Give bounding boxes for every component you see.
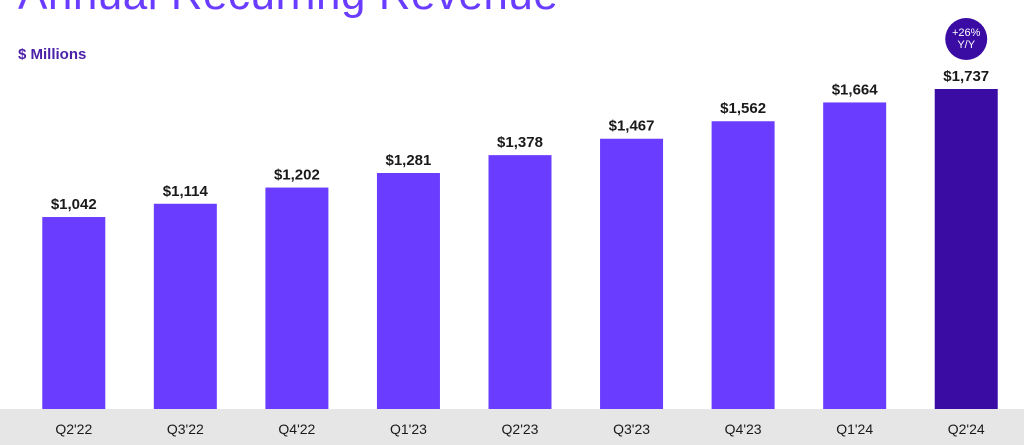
x-tick-Q4'22: Q4'22 <box>278 421 315 437</box>
value-label-Q2'22: $1,042 <box>51 196 97 213</box>
x-axis-band <box>0 409 1024 445</box>
x-tick-Q4'23: Q4'23 <box>725 421 762 437</box>
value-label-Q4'23: $1,562 <box>720 100 766 117</box>
bar-Q2'23 <box>488 155 552 409</box>
bar-Q4'22 <box>265 187 329 409</box>
bar-Q2'22 <box>42 217 106 409</box>
value-label-Q3'23: $1,467 <box>609 118 655 135</box>
value-label-Q4'22: $1,202 <box>274 167 320 184</box>
value-label-Q2'24: $1,737 <box>943 68 989 85</box>
chart-title: Annual Recurring Revenue <box>18 0 558 20</box>
x-tick-Q2'24: Q2'24 <box>948 421 985 437</box>
bar-Q1'23 <box>376 173 440 409</box>
bar-Q2'24 <box>934 89 998 409</box>
x-tick-Q3'22: Q3'22 <box>167 421 204 437</box>
yoy-badge-percent: +26% <box>952 27 981 39</box>
yoy-annotation: +26%Y/Y <box>945 18 988 60</box>
x-tick-Q2'22: Q2'22 <box>55 421 92 437</box>
bar-Q4'23 <box>711 121 775 409</box>
x-tick-Q3'23: Q3'23 <box>613 421 650 437</box>
value-labels-layer: $1,042 $1,114 $1,202 $1,281 $1,378 $1,467 $1,5… <box>51 68 989 213</box>
bar-Q1'24 <box>823 102 887 409</box>
yoy-badge-period: Y/Y <box>957 39 975 51</box>
yoy-badge <box>945 18 988 60</box>
value-label-Q1'23: $1,281 <box>385 152 431 169</box>
x-axis-ticks-layer: Q2'22 Q3'22 Q4'22 Q1'23 Q2'23 Q3'23 Q4'23 Q1'24… <box>55 421 985 437</box>
x-tick-Q2'23: Q2'23 <box>502 421 539 437</box>
value-label-Q1'24: $1,664 <box>832 81 879 98</box>
bar-Q3'22 <box>153 203 217 409</box>
bars-layer <box>42 89 998 409</box>
value-label-Q3'22: $1,114 <box>163 183 209 200</box>
unit-label: $ Millions <box>18 46 87 63</box>
x-tick-Q1'23: Q1'23 <box>390 421 427 437</box>
x-tick-Q1'24: Q1'24 <box>836 421 873 437</box>
bar-Q3'23 <box>600 138 664 409</box>
value-label-Q2'23: $1,378 <box>497 134 543 151</box>
